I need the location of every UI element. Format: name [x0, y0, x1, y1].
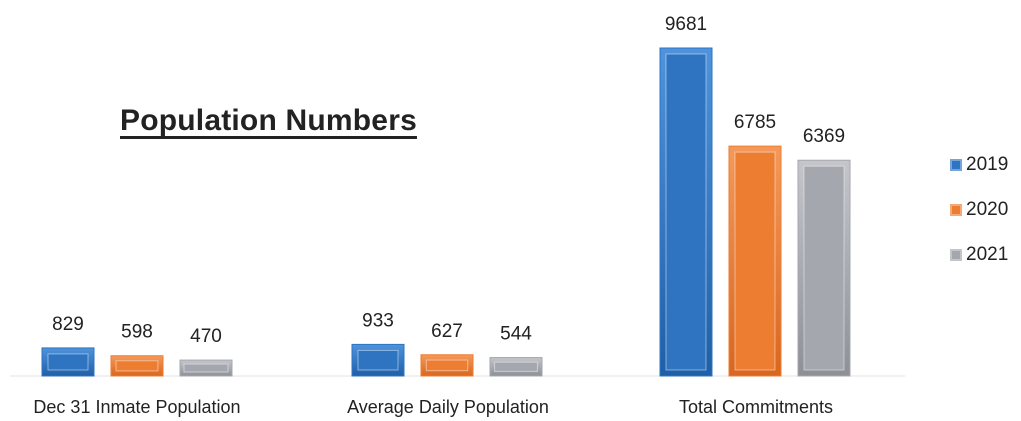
legend-swatch — [950, 248, 962, 261]
bar-2020-2 — [728, 145, 782, 377]
data-label-2019-0: 829 — [52, 314, 84, 335]
legend: 2019 2020 2021 — [950, 142, 1008, 277]
data-label-2021-1: 544 — [500, 324, 532, 345]
legend-item-2019: 2019 — [950, 142, 1008, 187]
legend-label: 2020 — [966, 198, 1009, 220]
data-label-2019-1: 933 — [362, 310, 394, 331]
bar-2019-2 — [659, 47, 713, 377]
data-label-2019-2: 9681 — [665, 14, 707, 35]
legend-item-2020: 2020 — [950, 187, 1008, 232]
bar-2021-0 — [179, 359, 233, 377]
data-label-2021-2: 6369 — [803, 126, 845, 147]
chart-title: Population Numbers — [120, 104, 417, 137]
category-label-2: Total Commitments — [679, 397, 833, 417]
legend-label: 2019 — [966, 153, 1009, 175]
bar-2021-1 — [489, 357, 543, 377]
legend-swatch — [950, 203, 962, 216]
legend-item-2021: 2021 — [950, 232, 1008, 277]
data-label-2020-2: 6785 — [734, 112, 776, 133]
bar-2019-1 — [351, 343, 405, 377]
data-label-2020-1: 627 — [431, 321, 463, 342]
data-label-2020-0: 598 — [121, 322, 153, 343]
bar-2020-0 — [110, 355, 164, 377]
bar-2021-2 — [797, 159, 851, 377]
data-label-2021-0: 470 — [190, 326, 222, 347]
legend-swatch — [950, 158, 962, 171]
category-label-1: Average Daily Population — [347, 397, 549, 417]
bar-2019-0 — [41, 347, 95, 377]
legend-label: 2021 — [966, 243, 1009, 265]
bar-2020-1 — [420, 354, 474, 377]
category-label-0: Dec 31 Inmate Population — [33, 397, 240, 417]
